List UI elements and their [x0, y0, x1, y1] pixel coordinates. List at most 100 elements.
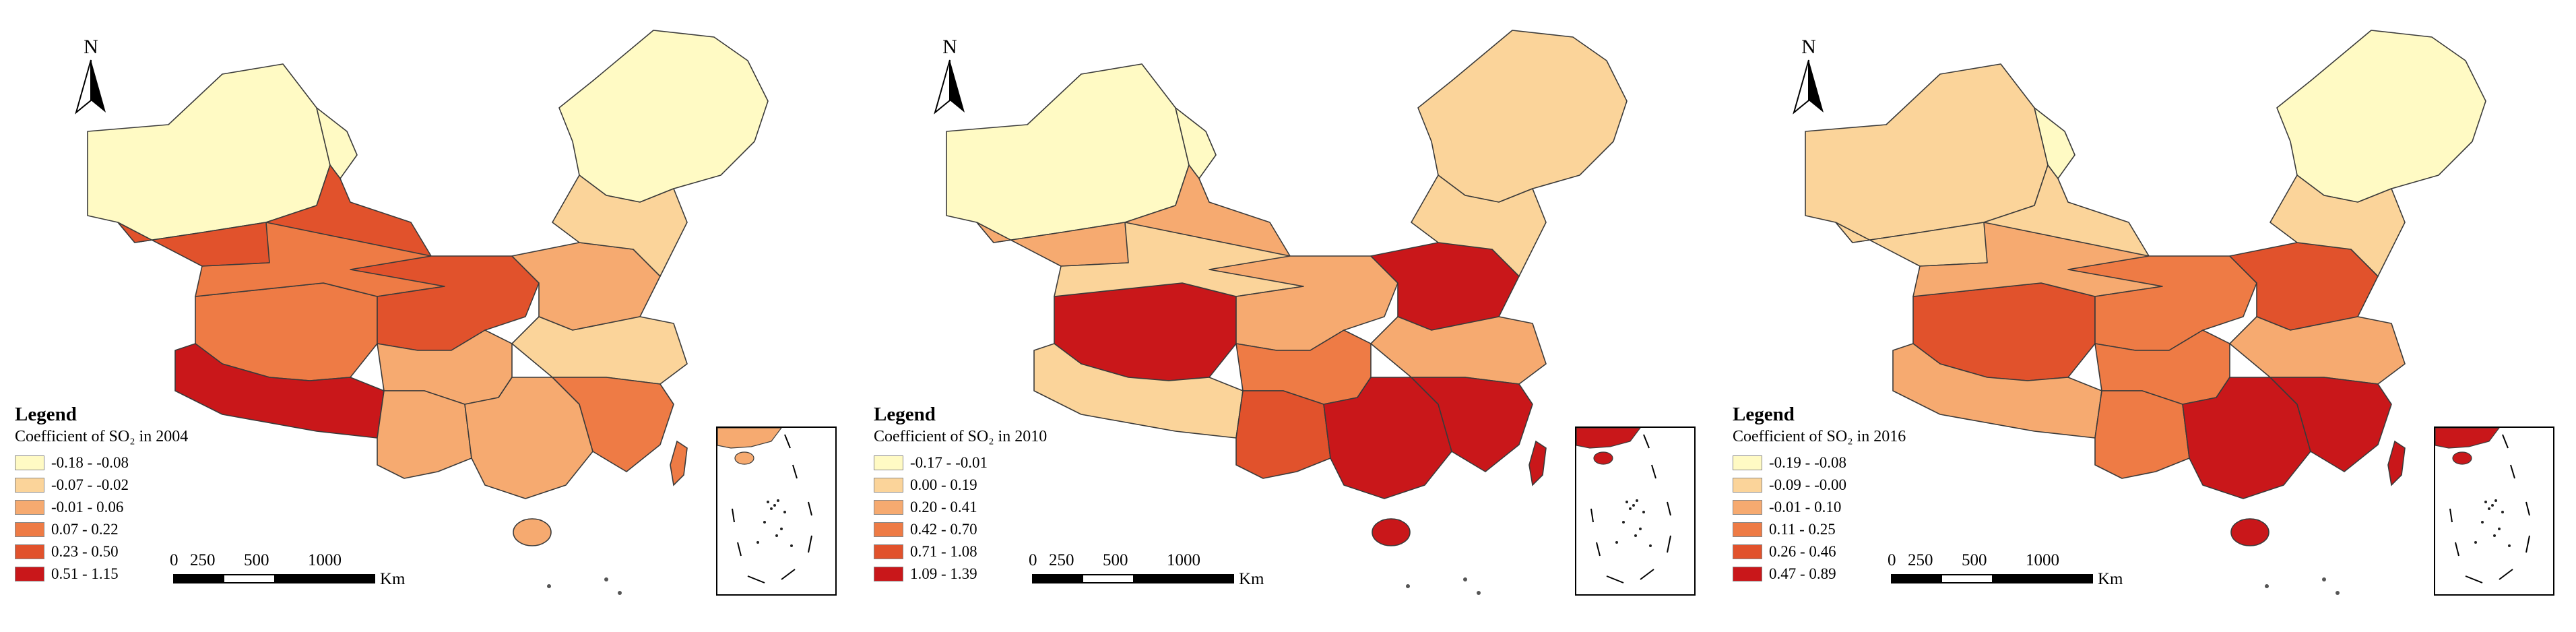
island-dot [2336, 591, 2340, 595]
north-arrow-label: N [942, 36, 957, 58]
province-region [377, 390, 472, 479]
scale-bar-segment [1133, 575, 1233, 582]
inset-island-dot [2508, 544, 2511, 547]
legend-item: 0.42 - 0.70 [874, 518, 1103, 540]
legend-swatch [874, 499, 903, 515]
province-region [1235, 390, 1331, 479]
legend-item: 0.23 - 0.50 [15, 540, 244, 563]
inset-island-dot [767, 501, 769, 503]
inset-island-dot [783, 511, 786, 513]
scale-tick-label: 250 [1908, 551, 1933, 569]
inset-island-dot [2494, 499, 2497, 502]
map-panel-2004: N Legend Coefficient of SO₂ in 2004 -0.18 -… [0, 0, 859, 632]
province-region [2276, 30, 2486, 203]
south-china-sea-inset [716, 426, 837, 596]
inset-island-dot [1632, 504, 1635, 507]
scale-tick-label: 500 [1103, 551, 1128, 569]
legend-item: -0.07 - -0.02 [15, 474, 244, 496]
north-arrow-icon [934, 59, 965, 115]
legend-range-label: 0.47 - 0.89 [1769, 565, 1836, 582]
hainan-island [2230, 518, 2269, 546]
scale-tick-label: 0 [1888, 551, 1896, 569]
scale-bar-segment [1083, 575, 1133, 582]
legend-swatch [874, 566, 903, 581]
legend-swatch [874, 544, 903, 559]
legend-range-label: 0.51 - 1.15 [51, 565, 119, 582]
inset-coastline [717, 428, 782, 449]
scale-bar-segment [1942, 575, 1992, 582]
legend-item: 0.00 - 0.19 [874, 474, 1103, 496]
legend-item: -0.01 - 0.10 [1733, 496, 1962, 518]
legend-item: -0.01 - 0.06 [15, 496, 244, 518]
scale-tick-label: 1000 [2026, 551, 2059, 569]
province-region [1370, 316, 1547, 385]
inset-map [2435, 428, 2530, 583]
province-region [316, 107, 358, 179]
inset-island-dot [775, 534, 778, 537]
province-region [2034, 107, 2075, 179]
scale-bar-unit: Km [1239, 570, 1264, 588]
scale-tick-label: 1000 [1167, 551, 1200, 569]
legend-item: 0.11 - 0.25 [1733, 518, 1962, 540]
scale-bar-labels: 0 250 500 1000 [170, 551, 399, 571]
legend-range-label: -0.19 - -0.08 [1769, 453, 1846, 471]
china-map [946, 30, 1628, 595]
province-region [2269, 175, 2406, 277]
scale-bar-labels: 0 250 500 1000 [1888, 551, 2117, 571]
south-china-sea-inset [1575, 426, 1696, 596]
legend-item: -0.18 - -0.08 [15, 451, 244, 474]
inset-island-dot [1649, 544, 1652, 547]
inset-island-dot [756, 541, 759, 544]
province-region [1209, 255, 1398, 351]
legend-range-label: 1.09 - 1.39 [910, 565, 977, 582]
inset-island-dot [790, 544, 793, 547]
province-region [552, 377, 674, 472]
scale-bar-segment [174, 575, 224, 582]
legend-swatch [15, 522, 44, 537]
scale-tick-label: 0 [1029, 551, 1037, 569]
legend-item: 0.51 - 1.15 [15, 563, 244, 585]
north-arrow-icon [75, 59, 106, 115]
inset-island-dot [1639, 528, 1642, 530]
legend-swatch [1733, 566, 1762, 581]
scale-bar-segment [224, 575, 274, 582]
north-arrow: N [930, 37, 970, 118]
legend-item: 0.07 - 0.22 [15, 518, 244, 540]
legend-swatch [15, 566, 44, 581]
legend-swatch [15, 455, 44, 470]
province-region [1175, 107, 1217, 179]
legend-item: 0.26 - 0.46 [1733, 540, 1962, 563]
inset-island-dot [763, 521, 766, 524]
inset-island-dot [2501, 511, 2504, 513]
scale-bar: 0 250 500 1000 Km [1029, 551, 1264, 605]
island-dot [2322, 577, 2326, 581]
legend-swatch [15, 499, 44, 515]
legend-subtitle: Coefficient of SO₂ in 2004 [15, 428, 189, 445]
legend-range-label: -0.17 - -0.01 [910, 453, 988, 471]
scale-bar-unit: Km [380, 570, 406, 588]
inset-island-dot [2484, 501, 2487, 503]
inset-map [717, 428, 812, 583]
inset-island-dot [1615, 541, 1618, 544]
inset-island-dot [2474, 541, 2477, 544]
inset-island-dot [2481, 521, 2484, 524]
legend-range-label: 0.20 - 0.41 [910, 498, 977, 515]
scale-bar-labels: 0 250 500 1000 [1029, 551, 1258, 571]
north-arrow-icon [1793, 59, 1824, 115]
province-region [1411, 377, 1533, 472]
taiwan-island [1528, 440, 1547, 486]
taiwan-island [670, 440, 688, 486]
legend-subtitle: Coefficient of SO₂ in 2010 [874, 428, 1048, 445]
map-panel-2010: N Legend Coefficient of SO₂ in 2010 -0.17 -… [859, 0, 1718, 632]
inset-island-dot [780, 528, 783, 530]
taiwan-island [2387, 440, 2406, 486]
legend-item: 1.09 - 1.39 [874, 563, 1103, 585]
province-region [2067, 255, 2257, 351]
legend-range-label: 0.26 - 0.46 [1769, 542, 1836, 560]
legend-title: Legend [1733, 404, 1795, 425]
scale-tick-label: 1000 [308, 551, 342, 569]
scale-bar: 0 250 500 1000 Km [170, 551, 406, 605]
legend-item: -0.19 - -0.08 [1733, 451, 1962, 474]
legend-swatch [15, 477, 44, 493]
scale-bar-segment [1033, 575, 1083, 582]
